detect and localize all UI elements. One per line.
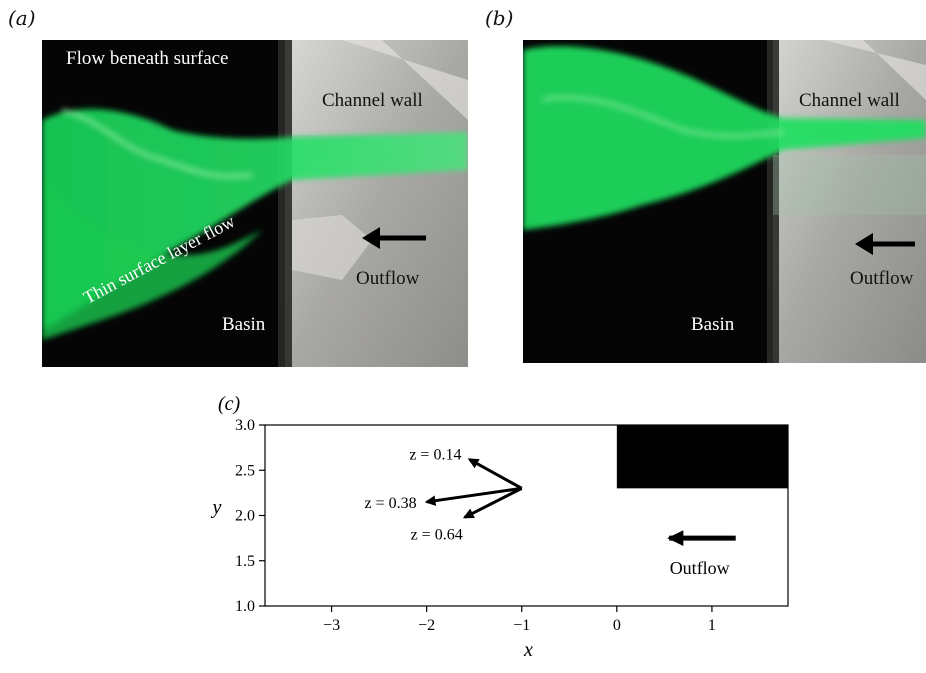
x-axis-label: x	[523, 639, 533, 661]
outflow-label-c: Outflow	[670, 558, 730, 578]
y-tick-label: 3.0	[235, 417, 255, 434]
channel-wall-block	[616, 425, 788, 489]
z-arrow-head	[467, 458, 480, 469]
plot-frame	[264, 424, 789, 607]
panel-a-label: (a)	[8, 6, 36, 30]
channel-wall-label-a: Channel wall	[322, 90, 423, 111]
z-annotation-label: z = 0.64	[411, 526, 463, 543]
y-tick-label: 2.0	[235, 508, 255, 525]
y-tick-label: 1.5	[235, 553, 255, 570]
outflow-arrow-c-head	[667, 530, 684, 546]
z-arrow-shaft	[464, 487, 523, 519]
y-tick-label: 1.0	[235, 598, 255, 615]
x-tick-label: −3	[323, 617, 340, 634]
y-axis-label: y	[211, 497, 222, 519]
x-tick-label: 1	[708, 617, 716, 634]
photo-panel-a: Flow beneath surface Channel wall Outflo…	[42, 40, 468, 367]
y-tick-label: 2.5	[235, 462, 255, 479]
z-arrow-head	[462, 508, 475, 519]
panel-b-label: (b)	[485, 6, 514, 30]
x-tick-label: 0	[613, 617, 621, 634]
outflow-arrow-b	[855, 233, 915, 255]
photo-b-illustration	[523, 40, 926, 363]
flow-beneath-surface-label: Flow beneath surface	[66, 48, 229, 69]
photo-panel-b: Channel wall Outflow Basin	[523, 40, 926, 363]
outflow-label-b: Outflow	[850, 268, 914, 289]
outflow-arrow-a	[362, 227, 426, 249]
plot-area: −3 −2 −1 0 1 1.0 1.5 2.0 2.5 3.0 x y z = 0.14 z = 0.3…	[211, 417, 789, 661]
z-annotation-label: z = 0.14	[409, 446, 461, 463]
basin-label-b: Basin	[691, 314, 735, 335]
channel-wall-label-b: Channel wall	[799, 90, 900, 111]
panel-c-label: (c)	[218, 393, 241, 415]
z-arrow-shaft	[468, 458, 523, 490]
outflow-label-a: Outflow	[356, 268, 420, 289]
z-arrow-shaft	[426, 486, 522, 504]
z-annotation-label: z = 0.38	[365, 495, 417, 512]
z-arrow-head	[424, 495, 437, 506]
photo-a-illustration	[42, 40, 468, 367]
x-tick-label: −2	[418, 617, 435, 634]
basin-label-a: Basin	[222, 314, 266, 335]
x-tick-label: −1	[513, 617, 530, 634]
